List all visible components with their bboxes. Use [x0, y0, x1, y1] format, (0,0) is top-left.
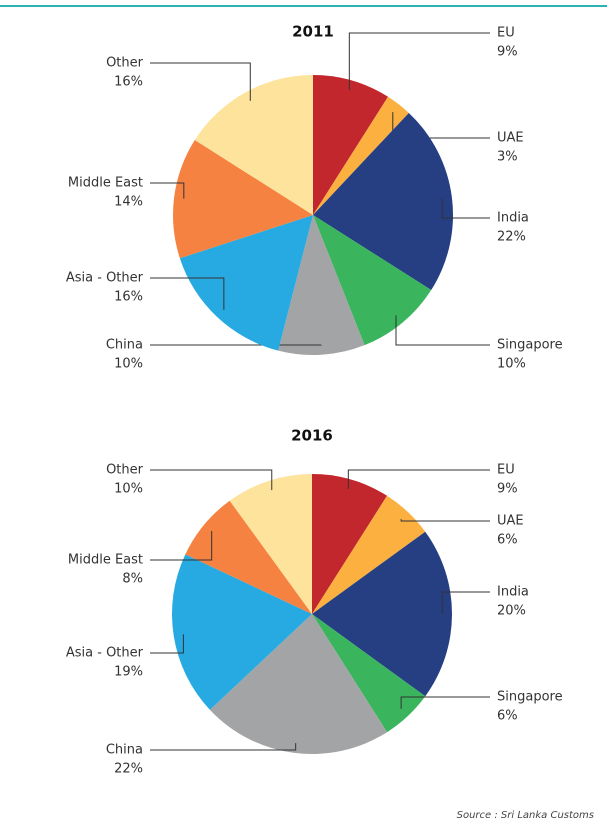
slice-value-label: 19% — [114, 665, 143, 680]
pie-slice — [172, 554, 312, 710]
slice-label: Singapore — [497, 338, 563, 353]
leader-line — [347, 469, 490, 489]
pie-slice — [179, 215, 313, 351]
leader-line — [150, 62, 251, 101]
slice-label: UAE — [497, 514, 524, 529]
slice-value-label: 22% — [497, 230, 526, 245]
pie-slice — [194, 75, 313, 215]
pie-slice — [313, 215, 432, 346]
leader-line — [150, 634, 184, 654]
slice-label: Singapore — [497, 690, 563, 705]
leader-line — [400, 519, 490, 522]
slice-label: Middle East — [68, 553, 143, 568]
slice-value-label: 14% — [114, 195, 143, 210]
slice-label: India — [497, 585, 529, 600]
leader-line — [441, 591, 490, 614]
leader-line — [150, 743, 297, 751]
slice-value-label: 10% — [114, 357, 143, 372]
slice-value-label: 10% — [114, 482, 143, 497]
pie-slice — [312, 495, 426, 614]
slice-label: Asia - Other — [66, 646, 144, 661]
slice-value-label: 3% — [497, 150, 518, 165]
slice-value-label: 8% — [122, 572, 143, 587]
chart-title: 2011 — [292, 23, 334, 41]
pie-slice — [312, 474, 388, 614]
slice-label: Other — [106, 56, 144, 71]
leader-line — [150, 531, 213, 561]
slice-value-label: 6% — [497, 533, 518, 548]
leader-line — [150, 182, 185, 199]
slice-label: EU — [497, 463, 515, 478]
slice-label: Middle East — [68, 176, 143, 191]
slice-label: Other — [106, 463, 144, 478]
source: Source : Sri Lanka Customs — [457, 810, 594, 821]
slice-label: China — [106, 338, 143, 353]
pie-slice — [313, 75, 389, 215]
slice-value-label: 16% — [114, 75, 143, 90]
slice-value-label: 6% — [497, 709, 518, 724]
chart-title: 2016 — [291, 427, 333, 445]
leader-line — [150, 277, 225, 310]
leader-line — [150, 469, 273, 491]
pie-slice — [209, 614, 388, 755]
pie-slice — [312, 614, 426, 733]
leader-line — [441, 198, 490, 219]
slice-value-label: 22% — [114, 762, 143, 777]
pie-slice — [313, 112, 454, 291]
slice-label: Asia - Other — [66, 271, 144, 286]
leader-line — [395, 315, 490, 346]
pie-slice — [312, 531, 452, 697]
slice-value-label: 20% — [497, 604, 526, 619]
leader-line — [348, 32, 490, 90]
slice-value-label: 16% — [114, 290, 143, 305]
pie-slice — [229, 474, 312, 614]
pie-slice — [313, 96, 409, 215]
slice-label: EU — [497, 26, 515, 41]
pie-slice — [185, 500, 312, 614]
pie-slice — [278, 215, 365, 355]
slice-label: India — [497, 211, 529, 226]
slice-value-label: 9% — [497, 482, 518, 497]
pie-slice — [173, 139, 313, 259]
slice-label: UAE — [497, 131, 524, 146]
leader-line — [400, 696, 490, 709]
slice-value-label: 9% — [497, 45, 518, 60]
slice-value-label: 10% — [497, 357, 526, 372]
slice-label: China — [106, 743, 143, 758]
